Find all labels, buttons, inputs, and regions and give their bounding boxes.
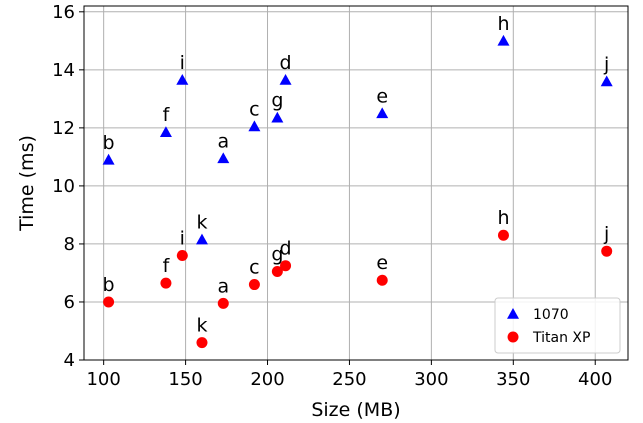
point-1070-e — [376, 107, 389, 119]
grid — [84, 6, 628, 361]
y-tick-label-6: 6 — [64, 292, 75, 313]
point-label-titan-xp-g: g — [271, 244, 283, 266]
x-tick-label-400: 400 — [578, 369, 612, 390]
point-1070-b — [102, 153, 115, 165]
x-tick-label-200: 200 — [250, 369, 284, 390]
y-tick-label-10: 10 — [52, 176, 75, 197]
x-tick-label-250: 250 — [332, 369, 366, 390]
point-1070-d — [279, 73, 292, 85]
x-tick-label-300: 300 — [414, 369, 448, 390]
point-1070-c — [248, 120, 261, 132]
point-label-1070-g: g — [271, 90, 283, 112]
point-1070-h — [497, 34, 510, 46]
legend-label-1070: 1070 — [533, 307, 569, 323]
point-label-titan-xp-j: j — [603, 223, 609, 245]
x-axis-title: Size (MB) — [311, 399, 400, 421]
y-axis-title: Time (ms) — [16, 135, 38, 232]
legend-marker-1070 — [507, 308, 519, 319]
point-label-titan-xp-e: e — [376, 252, 388, 274]
plot-frame — [83, 5, 629, 361]
y-tick-label-8: 8 — [64, 234, 75, 255]
point-label-titan-xp-f: f — [163, 255, 171, 277]
point-titan-xp-d — [280, 260, 292, 272]
point-1070-g — [271, 111, 284, 123]
point-1070-k — [195, 233, 208, 245]
y-tick-label-4: 4 — [64, 350, 75, 371]
point-label-1070-a: a — [217, 130, 229, 152]
point-label-1070-d: d — [280, 52, 292, 74]
point-label-titan-xp-c: c — [249, 257, 259, 279]
point-1070-f — [159, 126, 172, 138]
point-titan-xp-h — [497, 229, 509, 241]
x-tick-label-100: 100 — [86, 369, 120, 390]
point-titan-xp-a — [217, 297, 229, 309]
point-label-titan-xp-i: i — [180, 228, 185, 250]
point-titan-xp-b — [103, 296, 115, 308]
legend: 1070 Titan XP — [494, 297, 621, 354]
point-label-1070-f: f — [163, 104, 171, 126]
point-label-titan-xp-b: b — [103, 274, 115, 296]
point-1070-j — [600, 75, 613, 87]
axis-ticks: 100 150 200 250 300 350 400 4 6 8 10 12 14 16 — [52, 2, 612, 390]
y-tick-label-12: 12 — [52, 118, 75, 139]
x-tick-label-150: 150 — [168, 369, 202, 390]
point-titan-xp-f — [160, 277, 172, 289]
point-label-titan-xp-k: k — [196, 315, 207, 337]
point-label-titan-xp-d: d — [280, 238, 292, 260]
x-tick-label-350: 350 — [496, 369, 530, 390]
point-titan-xp-e — [376, 274, 388, 286]
y-tick-label-16: 16 — [52, 2, 75, 23]
point-titan-xp-c — [248, 279, 260, 291]
point-label-1070-e: e — [376, 85, 388, 107]
legend-marker-titan-xp — [507, 331, 519, 343]
point-label-1070-j: j — [603, 53, 609, 75]
point-1070-a — [217, 152, 230, 164]
y-tick-label-14: 14 — [52, 60, 75, 81]
point-label-1070-i: i — [180, 52, 185, 74]
point-label-titan-xp-a: a — [217, 275, 229, 297]
point-label-titan-xp-h: h — [497, 207, 509, 229]
point-label-1070-b: b — [103, 132, 115, 154]
point-titan-xp-g — [271, 266, 283, 277]
point-titan-xp-k — [196, 337, 208, 349]
point-label-1070-h: h — [497, 13, 509, 35]
point-titan-xp-j — [601, 245, 613, 257]
point-titan-xp-i — [176, 250, 188, 262]
legend-box — [494, 297, 621, 354]
point-1070-i — [176, 73, 189, 85]
point-label-1070-k: k — [196, 212, 207, 234]
legend-label-titan-xp: Titan XP — [532, 330, 590, 346]
point-label-1070-c: c — [249, 98, 259, 120]
